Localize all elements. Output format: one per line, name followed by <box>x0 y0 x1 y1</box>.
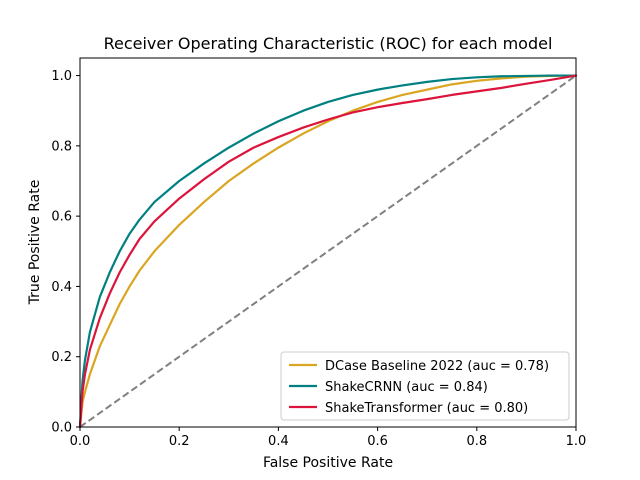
axes-frame <box>79 57 577 428</box>
y-tick-label: 1.0 <box>51 69 72 84</box>
y-tick-label: 0.2 <box>51 350 72 365</box>
legend-box <box>280 351 570 421</box>
legend-label-1: ShakeCRNN (auc = 0.84) <box>325 380 488 395</box>
legend-label-2: ShakeTransformer (auc = 0.80) <box>325 401 528 416</box>
reference-diagonal-line <box>79 74 577 428</box>
x-tick-label: 0.4 <box>268 434 289 449</box>
plot-area: 0.0 0.2 0.4 0.6 0.8 1.0 0.0 0.2 0.4 0.6 0.8 1.0 DCas… <box>51 57 587 449</box>
y-tick-label: 0.0 <box>51 421 72 436</box>
y-tick-label: 0.8 <box>51 139 72 154</box>
x-tick-label: 0.6 <box>367 434 388 449</box>
x-tick-label: 0.0 <box>70 434 91 449</box>
x-tick-label: 1.0 <box>566 434 587 449</box>
series-line-0 <box>78 74 578 429</box>
chart-title: Receiver Operating Characteristic (ROC) … <box>104 34 553 53</box>
x-tick-label: 0.2 <box>169 434 190 449</box>
legend-label-0: DCase Baseline 2022 (auc = 0.78) <box>325 359 549 374</box>
series-line-2 <box>78 74 578 429</box>
x-axis-label: False Positive Rate <box>263 455 393 471</box>
series-line-1 <box>78 74 578 429</box>
y-tick-label: 0.4 <box>51 280 72 295</box>
x-tick-label: 0.8 <box>466 434 487 449</box>
y-axis-label: True Positive Rate <box>27 180 43 306</box>
y-tick-label: 0.6 <box>51 210 72 225</box>
